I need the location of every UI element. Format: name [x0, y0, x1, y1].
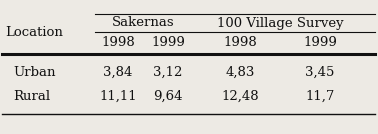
Text: Rural: Rural — [13, 90, 50, 103]
Text: 12,48: 12,48 — [221, 90, 259, 103]
Text: 11,7: 11,7 — [305, 90, 335, 103]
Text: 4,83: 4,83 — [225, 66, 255, 79]
Text: 11,11: 11,11 — [99, 90, 137, 103]
Text: 100 Village Survey: 100 Village Survey — [217, 16, 343, 29]
Text: 1999: 1999 — [303, 36, 337, 49]
Text: 1998: 1998 — [223, 36, 257, 49]
Text: Sakernas: Sakernas — [112, 16, 174, 29]
Text: 1999: 1999 — [151, 36, 185, 49]
Text: Urban: Urban — [13, 66, 56, 79]
Text: 3,84: 3,84 — [103, 66, 133, 79]
Text: Location: Location — [5, 27, 63, 40]
Text: 9,64: 9,64 — [153, 90, 183, 103]
Text: 1998: 1998 — [101, 36, 135, 49]
Text: 3,45: 3,45 — [305, 66, 335, 79]
Text: 3,12: 3,12 — [153, 66, 183, 79]
